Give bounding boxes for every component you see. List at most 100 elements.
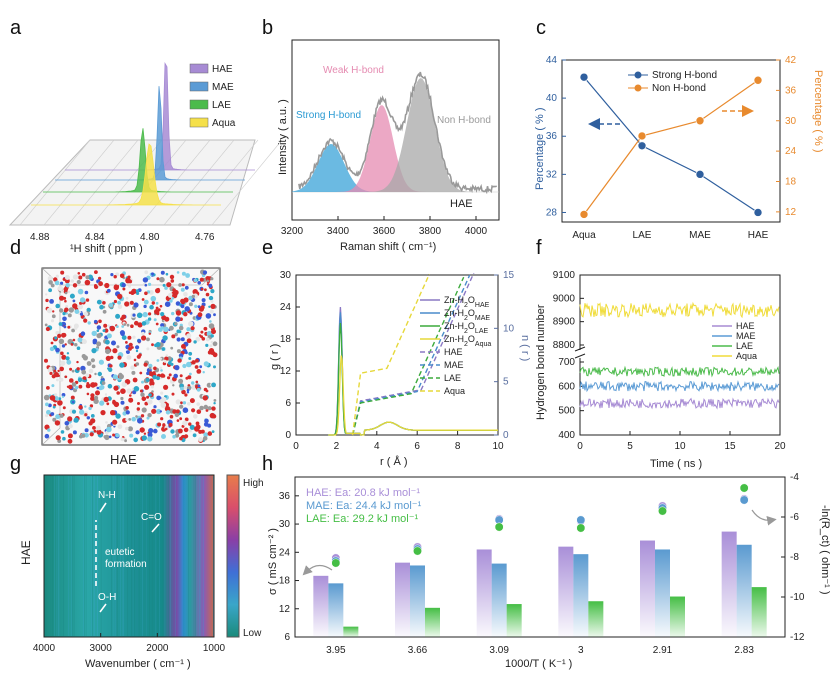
e-legend-label: Zn-H2OHAE	[444, 295, 490, 309]
d-atom	[55, 274, 59, 278]
d-atom	[161, 347, 165, 351]
c-x-tick-label: Aqua	[572, 230, 596, 241]
d-atom	[157, 422, 162, 427]
b-label-non: Non H-bond	[437, 115, 491, 126]
d-atom	[116, 325, 119, 328]
d-atom	[189, 424, 195, 430]
d-atom	[143, 362, 148, 367]
d-atom	[100, 410, 106, 416]
d-atom	[45, 293, 48, 296]
d-atom	[44, 433, 50, 439]
d-atom	[64, 291, 68, 295]
d-atom	[93, 319, 98, 324]
panel-label-d: d	[10, 237, 21, 259]
d-atom	[133, 358, 137, 362]
e-y-tick-label: 12	[280, 366, 292, 377]
g-ann-arrow-oh	[99, 603, 107, 613]
d-atom	[211, 414, 217, 419]
d-atom	[178, 378, 184, 384]
c-y2-tick-label: 36	[785, 85, 797, 96]
c-point-strong-h-bond	[579, 72, 589, 82]
f-y-tick-label: 400	[558, 430, 575, 441]
d-atom	[53, 372, 60, 378]
c-point-non-h-bond	[753, 75, 763, 85]
d-atom	[129, 394, 132, 397]
d-atom	[195, 358, 199, 363]
a-x-tick: 4.88	[30, 232, 50, 243]
d-atom	[181, 344, 186, 349]
d-atom	[172, 384, 175, 387]
d-atom	[181, 389, 186, 395]
d-atom	[196, 369, 202, 374]
d-atom	[48, 288, 52, 293]
a-x-tick: 4.84	[85, 232, 105, 243]
d-atom	[144, 384, 150, 390]
d-atom	[197, 305, 201, 309]
c-y-axis-title: Percentage ( % )	[534, 107, 546, 190]
d-atom	[150, 385, 154, 389]
d-atom	[203, 361, 209, 367]
d-atom	[63, 286, 69, 292]
d-atom	[82, 379, 85, 383]
d-atom	[85, 275, 90, 280]
d-atom	[213, 313, 216, 317]
e-cn-aqua	[351, 273, 430, 436]
d-atom	[188, 302, 193, 307]
d-atom	[172, 409, 177, 414]
d-atom	[197, 312, 203, 318]
d-atom	[192, 433, 197, 438]
d-atom	[183, 312, 188, 317]
d-atom	[72, 338, 76, 342]
d-atom	[205, 313, 212, 319]
d-atom	[136, 312, 143, 319]
h-y-tick-label: 36	[279, 491, 291, 502]
d-atom	[103, 435, 107, 439]
d-atom	[129, 433, 134, 438]
d-atom	[185, 351, 188, 355]
d-atom	[197, 384, 201, 388]
d-atom	[163, 326, 169, 333]
d-atom	[128, 418, 132, 421]
d-atom	[194, 304, 198, 308]
d-atom	[156, 277, 160, 281]
d-atom	[196, 409, 202, 415]
d-atom	[182, 420, 188, 426]
a-x-tick: 4.76	[195, 232, 215, 243]
d-atom	[127, 335, 132, 340]
d-atom	[120, 437, 125, 442]
d-atom	[160, 312, 165, 317]
d-atom	[180, 386, 184, 391]
d-atom	[203, 326, 208, 331]
panel-d-md-box: HAE	[41, 267, 221, 467]
d-atom	[169, 299, 173, 303]
d-atom	[69, 378, 74, 383]
d-atom	[210, 299, 214, 303]
e-x-tick-label: 8	[455, 441, 461, 452]
d-atom	[151, 343, 154, 347]
d-atom	[162, 335, 168, 341]
d-atom	[144, 291, 148, 296]
h-bar-hae	[476, 549, 492, 637]
d-atom	[49, 371, 53, 375]
d-atom	[126, 388, 132, 394]
f-plot: 0 5 10 15 20 400 500 600 700 8800 8900 9000 9100	[553, 270, 786, 452]
d-atom	[113, 299, 117, 304]
d-atom	[117, 424, 123, 429]
h-x-tick-label: 2.91	[653, 645, 673, 656]
h-y2-axis-title: -ln(R_ct) ( ohm⁻¹ )	[819, 505, 831, 595]
d-atom	[161, 315, 167, 321]
d-atom	[61, 344, 66, 348]
g-ann-arrow-nh	[99, 502, 107, 513]
d-atom	[133, 302, 139, 308]
d-atom	[187, 402, 191, 406]
d-atom	[140, 392, 145, 397]
d-atom	[185, 273, 191, 278]
h-bar-lae	[751, 587, 767, 637]
d-atom	[200, 305, 205, 310]
d-atom	[113, 401, 120, 408]
d-atom	[176, 337, 181, 342]
a-grid-line	[67, 139, 139, 226]
d-atom	[142, 311, 148, 318]
d-atom	[56, 378, 59, 382]
